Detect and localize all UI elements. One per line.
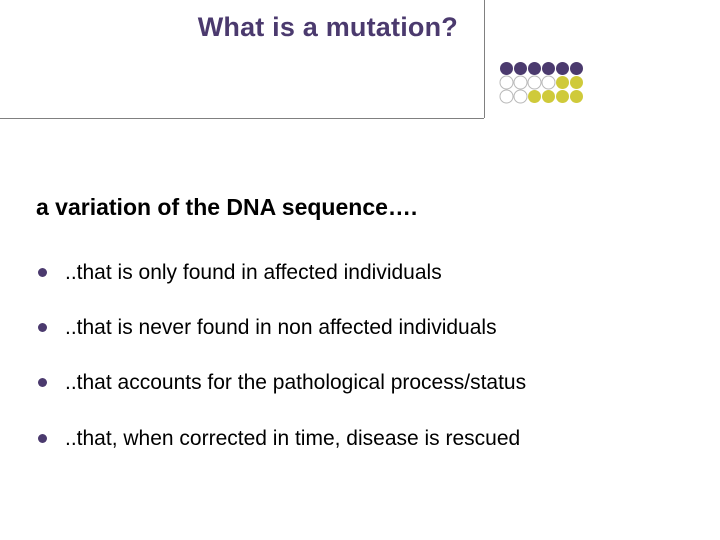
bullet-list: ..that is only found in affected individ…: [38, 260, 680, 481]
list-item: ..that is only found in affected individ…: [38, 260, 680, 285]
list-item: ..that is never found in non affected in…: [38, 315, 680, 340]
bullet-icon: [38, 434, 47, 443]
list-item-text: ..that is only found in affected individ…: [65, 260, 442, 285]
slide: What is a mutation? a variation of the D…: [0, 0, 720, 540]
list-item: ..that, when corrected in time, disease …: [38, 426, 680, 451]
vertical-rule: [484, 0, 485, 118]
horizontal-rule: [0, 118, 484, 119]
title-wrap: What is a mutation?: [0, 12, 470, 43]
slide-subtitle: a variation of the DNA sequence….: [36, 194, 417, 221]
bullet-icon: [38, 323, 47, 332]
list-item-text: ..that, when corrected in time, disease …: [65, 426, 520, 451]
bullet-icon: [38, 268, 47, 277]
dot-grid-decor: [498, 60, 585, 105]
bullet-icon: [38, 378, 47, 387]
list-item: ..that accounts for the pathological pro…: [38, 370, 680, 395]
slide-title: What is a mutation?: [198, 12, 458, 42]
list-item-text: ..that accounts for the pathological pro…: [65, 370, 526, 395]
list-item-text: ..that is never found in non affected in…: [65, 315, 497, 340]
